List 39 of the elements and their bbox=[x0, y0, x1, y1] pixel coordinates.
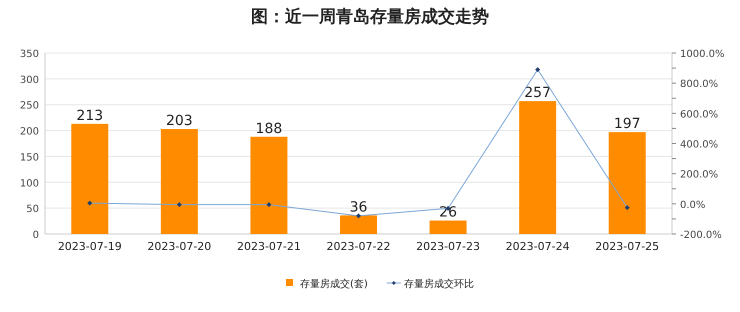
y-tick-label: 50 bbox=[26, 204, 39, 216]
y-tick-label: 0 bbox=[32, 230, 39, 241]
chart-title: 图：近一周青岛存量房成交走势 bbox=[251, 7, 489, 27]
data-label: 213 bbox=[76, 108, 104, 124]
y2-tick-label: 0.0% bbox=[680, 200, 706, 211]
legend-label: 存量房成交(套) bbox=[300, 278, 368, 290]
bar bbox=[608, 132, 646, 234]
y-tick-label: 350 bbox=[20, 49, 39, 60]
y2-tick-label: 400.0% bbox=[680, 140, 718, 150]
bar bbox=[160, 129, 198, 234]
y-tick-label: 100 bbox=[20, 178, 39, 190]
y-tick-label: 200 bbox=[20, 126, 39, 138]
x-tick-label: 2023-07-21 bbox=[236, 240, 301, 253]
bar bbox=[430, 220, 467, 234]
x-tick-label: 2023-07-24 bbox=[506, 240, 570, 253]
data-label: 203 bbox=[166, 113, 193, 130]
y2-tick-label: 1000.0% bbox=[680, 49, 724, 60]
data-label: 26 bbox=[439, 204, 458, 221]
data-label: 188 bbox=[256, 120, 282, 137]
legend-label: 存量房成交环比 bbox=[404, 278, 474, 290]
x-tick-label: 2023-07-19 bbox=[58, 240, 122, 253]
bar bbox=[71, 124, 108, 234]
bar bbox=[250, 136, 288, 234]
bar bbox=[340, 215, 377, 234]
x-tick-label: 2023-07-25 bbox=[595, 240, 660, 253]
y2-tick-label: 200.0% bbox=[680, 170, 718, 181]
y-tick-label: 150 bbox=[20, 152, 39, 164]
x-tick-label: 2023-07-20 bbox=[147, 240, 212, 253]
y-tick-label: 250 bbox=[20, 100, 39, 112]
data-label: 197 bbox=[614, 116, 641, 132]
x-tick-label: 2023-07-23 bbox=[416, 240, 480, 253]
y2-tick-label: -200.0% bbox=[680, 230, 722, 241]
y2-tick-label: 800.0% bbox=[680, 79, 718, 90]
data-label: 257 bbox=[524, 85, 552, 102]
bar bbox=[519, 101, 556, 234]
x-tick-label: 2023-07-22 bbox=[326, 240, 390, 253]
data-label: 36 bbox=[350, 199, 368, 216]
y2-tick-label: 600.0% bbox=[680, 109, 718, 120]
y-tick-label: 300 bbox=[20, 74, 39, 86]
